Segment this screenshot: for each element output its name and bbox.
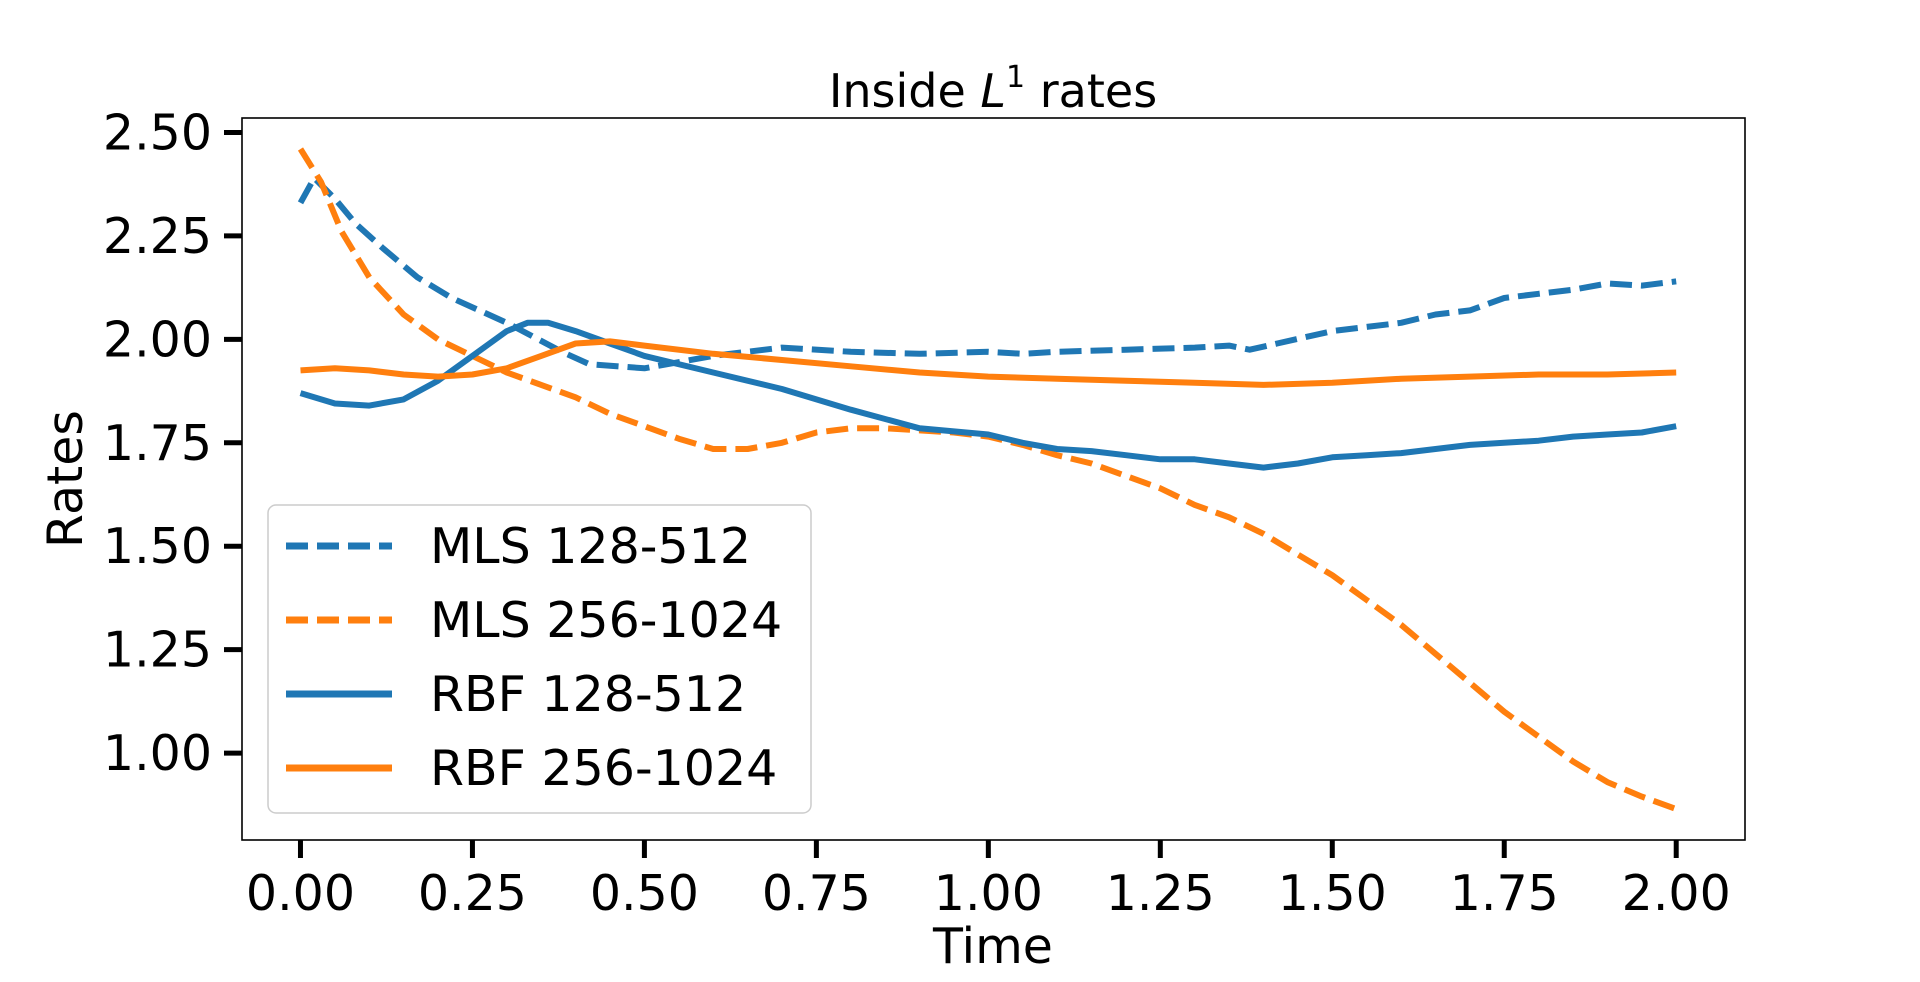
x-tick-label: 1.75: [1450, 865, 1559, 922]
x-tick-label: 0.50: [590, 865, 699, 922]
series-line-rbf-256-1024: [300, 338, 1677, 388]
legend-label: RBF 256-1024: [430, 740, 777, 797]
x-tick-label: 1.00: [934, 865, 1043, 922]
y-tick-label: 2.25: [103, 208, 212, 265]
chart-title: Inside L1 rates: [829, 60, 1157, 118]
title-math-sup: 1: [1006, 60, 1025, 95]
title-math-base: L: [980, 64, 1006, 118]
x-tick-label: 0.25: [418, 865, 527, 922]
y-tick-label: 1.50: [103, 518, 212, 575]
x-axis-label: Time: [932, 918, 1053, 975]
y-tick-label: 2.00: [103, 311, 212, 368]
x-tick-label: 2.00: [1622, 865, 1731, 922]
x-tick-label: 1.50: [1278, 865, 1387, 922]
y-tick-label: 2.50: [103, 104, 212, 161]
x-tick-label: 0.00: [246, 865, 355, 922]
y-tick-label: 1.25: [103, 622, 212, 679]
y-tick-label: 1.75: [103, 415, 212, 472]
legend-label: MLS 128-512: [430, 518, 751, 575]
x-axis-ticks: 0.00 0.25 0.50 0.75 1.00 1.25 1.50 1.75 2.00: [246, 840, 1731, 922]
series-line-rbf-128-512: [299, 319, 1677, 471]
title-suffix: rates: [1025, 64, 1157, 118]
legend-label: MLS 256-1024: [430, 592, 782, 649]
legend-label: RBF 128-512: [430, 666, 746, 723]
y-axis-ticks: 1.00 1.25 1.50 1.75 2.00 2.25 2.50: [103, 104, 242, 782]
x-tick-label: 0.75: [762, 865, 871, 922]
plot-frame: [241, 117, 1746, 841]
legend-items: MLS 128-512 MLS 256-1024 RBF 128-512 RBF 25…: [286, 518, 782, 797]
legend: MLS 128-512 MLS 256-1024 RBF 128-512 RBF 25…: [267, 504, 812, 814]
legend-box: [267, 504, 812, 814]
x-tick-label: 1.25: [1106, 865, 1215, 922]
title-prefix: Inside: [829, 64, 981, 118]
series-layer: [297, 147, 1678, 812]
y-axis-label: Rates: [37, 410, 94, 548]
series-line-mls-128-512: [297, 175, 1677, 372]
y-tick-label: 1.00: [103, 725, 212, 782]
